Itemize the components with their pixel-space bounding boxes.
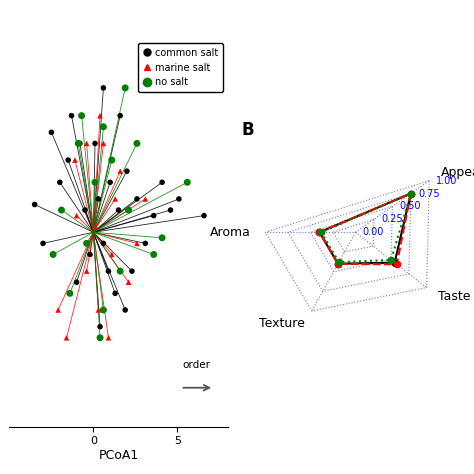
Point — [86, 251, 94, 258]
Point — [133, 195, 141, 203]
Point — [121, 306, 129, 314]
Point — [106, 179, 114, 186]
Point — [316, 228, 323, 236]
Text: B: B — [242, 121, 255, 139]
Point — [158, 179, 166, 186]
Point — [81, 206, 89, 214]
Point — [58, 206, 65, 214]
Point — [78, 112, 85, 119]
Point — [96, 334, 104, 342]
Point — [105, 267, 112, 275]
Point — [108, 156, 116, 164]
Point — [73, 278, 81, 286]
Point — [123, 167, 131, 175]
Point — [100, 239, 107, 247]
Point — [100, 140, 107, 147]
Point — [83, 267, 91, 275]
Point — [74, 140, 82, 147]
Text: 0.25: 0.25 — [381, 214, 403, 224]
Text: Appearance: Appearance — [441, 166, 474, 179]
Point — [125, 206, 132, 214]
Point — [391, 259, 398, 266]
Point — [334, 260, 342, 267]
Point — [111, 195, 119, 203]
Point — [125, 278, 132, 286]
Point — [91, 223, 99, 230]
Point — [316, 228, 323, 236]
Point — [39, 239, 47, 247]
Point — [95, 306, 102, 314]
Point — [150, 212, 157, 219]
Point — [133, 140, 141, 147]
Point — [66, 290, 73, 297]
Point — [200, 212, 208, 219]
Point — [407, 190, 415, 197]
Point — [142, 195, 149, 203]
Point — [128, 267, 136, 275]
Point — [105, 334, 112, 342]
Point — [175, 195, 182, 203]
Point — [387, 256, 395, 264]
Point — [100, 306, 107, 314]
Point — [91, 140, 99, 147]
Point — [183, 179, 191, 186]
Point — [121, 84, 129, 91]
Point — [55, 306, 62, 314]
X-axis label: PCoA1: PCoA1 — [99, 449, 138, 462]
Point — [117, 167, 124, 175]
Point — [407, 190, 415, 197]
Point — [334, 260, 342, 267]
Point — [100, 123, 107, 130]
Point — [31, 201, 38, 208]
Point — [56, 179, 64, 186]
Point — [111, 290, 119, 297]
Point — [133, 239, 141, 247]
Point — [167, 206, 174, 214]
Text: 1.00: 1.00 — [437, 175, 458, 186]
Point — [115, 206, 122, 214]
Point — [393, 261, 401, 268]
Point — [91, 179, 99, 186]
Point — [100, 84, 107, 91]
Point — [71, 156, 79, 164]
Text: Texture: Texture — [259, 317, 305, 330]
Text: 0.50: 0.50 — [400, 201, 421, 211]
Text: order: order — [182, 360, 210, 370]
Point — [83, 140, 91, 147]
Point — [117, 112, 124, 119]
Point — [150, 251, 157, 258]
Point — [64, 156, 72, 164]
Point — [142, 239, 149, 247]
Point — [68, 112, 75, 119]
Point — [73, 212, 81, 219]
Point — [335, 258, 343, 266]
Point — [407, 190, 415, 197]
Point — [318, 228, 325, 236]
Text: Aroma: Aroma — [210, 226, 251, 239]
Legend: common salt, marine salt, no salt: common salt, marine salt, no salt — [138, 43, 223, 92]
Text: 0.00: 0.00 — [363, 227, 384, 237]
Point — [95, 195, 102, 203]
Text: 0.75: 0.75 — [418, 189, 439, 199]
Point — [96, 112, 104, 119]
Point — [96, 323, 104, 330]
Point — [158, 234, 166, 242]
Point — [83, 239, 91, 247]
Text: Taste: Taste — [438, 290, 470, 303]
Point — [49, 251, 57, 258]
Point — [117, 267, 124, 275]
Point — [76, 140, 84, 147]
Point — [63, 334, 70, 342]
Point — [108, 251, 116, 258]
Point — [47, 128, 55, 136]
